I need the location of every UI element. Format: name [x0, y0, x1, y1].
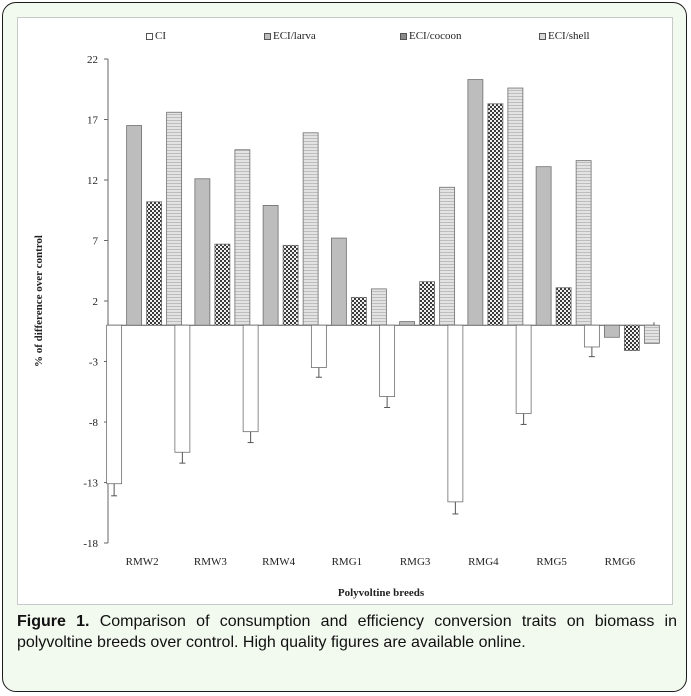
x-tick-label-rmg1: RMG1 — [332, 556, 363, 568]
chart-area: CI ECI/larva ECI/cocoon ECI/shell 22 17 12… — [17, 17, 673, 605]
x-tick-label-rmg3: RMG3 — [400, 556, 431, 568]
bar-eci-larva-rmg4 — [467, 79, 484, 326]
bar-eci-cocoon-rmw4 — [282, 244, 299, 326]
x-tick-label-rmw2: RMW2 — [126, 556, 159, 568]
y-tick-label: -8 — [89, 417, 99, 429]
bar-eci-shell-rmw3 — [234, 149, 251, 326]
bar-eci-larva-rmw4 — [262, 205, 279, 326]
x-tick-label-rmw3: RMW3 — [194, 556, 228, 568]
bar-eci-shell-rmw4 — [302, 132, 319, 326]
bar-eci-shell-rmw2 — [166, 111, 183, 326]
bar-eci-larva-rmg6 — [603, 324, 620, 338]
bar-eci-larva-rmw3 — [194, 178, 211, 326]
y-tick-label: -3 — [89, 357, 99, 369]
legend-swatch-eci-larva — [264, 32, 271, 40]
bar-chart: 22 17 12 7 2 -3 -8 -13 -18 RMW2 RMW3 RMW4 RMG1 RMG3 RM… — [33, 54, 660, 599]
bar-eci-cocoon-rmg4 — [487, 103, 504, 326]
x-tick-label-rmw4: RMW4 — [262, 556, 296, 568]
bar-ci-rmg5 — [515, 324, 532, 414]
bar-ci-rmw2 — [106, 324, 123, 485]
caption-label: Figure 1. — [17, 613, 90, 630]
x-tick-label-rmg5: RMG5 — [536, 556, 567, 568]
bar-eci-larva-rmg3 — [399, 321, 416, 326]
bar-eci-larva-rmw2 — [126, 125, 143, 326]
x-tick-label-rmg6: RMG6 — [605, 556, 636, 568]
y-tick-label: 2 — [93, 296, 99, 308]
bar-eci-shell-rmg6 — [643, 324, 660, 344]
bar-eci-cocoon-rmg3 — [419, 281, 436, 326]
legend-label-ci: CI — [155, 30, 166, 42]
y-tick-label: 17 — [87, 115, 99, 127]
legend-item-eci-larva: ECI/larva — [264, 30, 316, 42]
legend-item-eci-cocoon: ECI/cocoon — [400, 30, 462, 42]
bar-eci-cocoon-rmg1 — [350, 296, 367, 326]
bar-ci-rmg3 — [379, 324, 396, 397]
bar-eci-shell-rmg5 — [575, 160, 592, 326]
y-tick-label: 12 — [87, 175, 98, 187]
legend-item-eci-shell: ECI/shell — [539, 30, 590, 42]
bar-eci-shell-rmg4 — [507, 87, 524, 326]
bar-eci-larva-rmg5 — [535, 166, 552, 326]
bar-eci-cocoon-rmw3 — [214, 243, 231, 326]
x-tick-label-rmg4: RMG4 — [468, 556, 499, 568]
legend-item-ci: CI — [146, 30, 166, 42]
y-tick-label: 22 — [87, 54, 98, 66]
bar-eci-cocoon-rmg5 — [555, 287, 572, 326]
legend-swatch-eci-cocoon — [400, 32, 407, 40]
bar-ci-rmg4 — [447, 324, 464, 503]
bar-ci-rmw3 — [174, 324, 191, 453]
bar-ci-rmw4 — [242, 324, 259, 433]
bar-eci-shell-rmg1 — [370, 288, 387, 326]
x-axis-title: Polyvoltine breeds — [338, 587, 425, 599]
y-tick-label: -18 — [83, 538, 98, 550]
bar-eci-cocoon-rmg6 — [623, 324, 640, 352]
bar-ci-rmg6 — [583, 324, 600, 348]
chart-legend: CI ECI/larva ECI/cocoon ECI/shell — [18, 18, 674, 46]
bar-ci-rmg1 — [310, 324, 327, 368]
bar-eci-shell-rmg3 — [439, 186, 456, 326]
y-tick-label: 7 — [93, 236, 99, 248]
legend-swatch-ci — [146, 32, 153, 40]
bar-eci-cocoon-rmw2 — [146, 201, 163, 326]
bar-eci-larva-rmg1 — [330, 237, 347, 326]
y-axis-title: % of difference over control — [33, 235, 45, 367]
legend-label-eci-larva: ECI/larva — [273, 30, 316, 42]
legend-label-eci-cocoon: ECI/cocoon — [409, 30, 462, 42]
caption-text: Comparison of consumption and efficiency… — [17, 613, 678, 651]
legend-label-eci-shell: ECI/shell — [548, 30, 590, 42]
y-tick-label: -13 — [83, 478, 98, 490]
figure-caption: Figure 1. Comparison of consumption and … — [17, 611, 677, 653]
legend-swatch-eci-shell — [539, 32, 546, 40]
